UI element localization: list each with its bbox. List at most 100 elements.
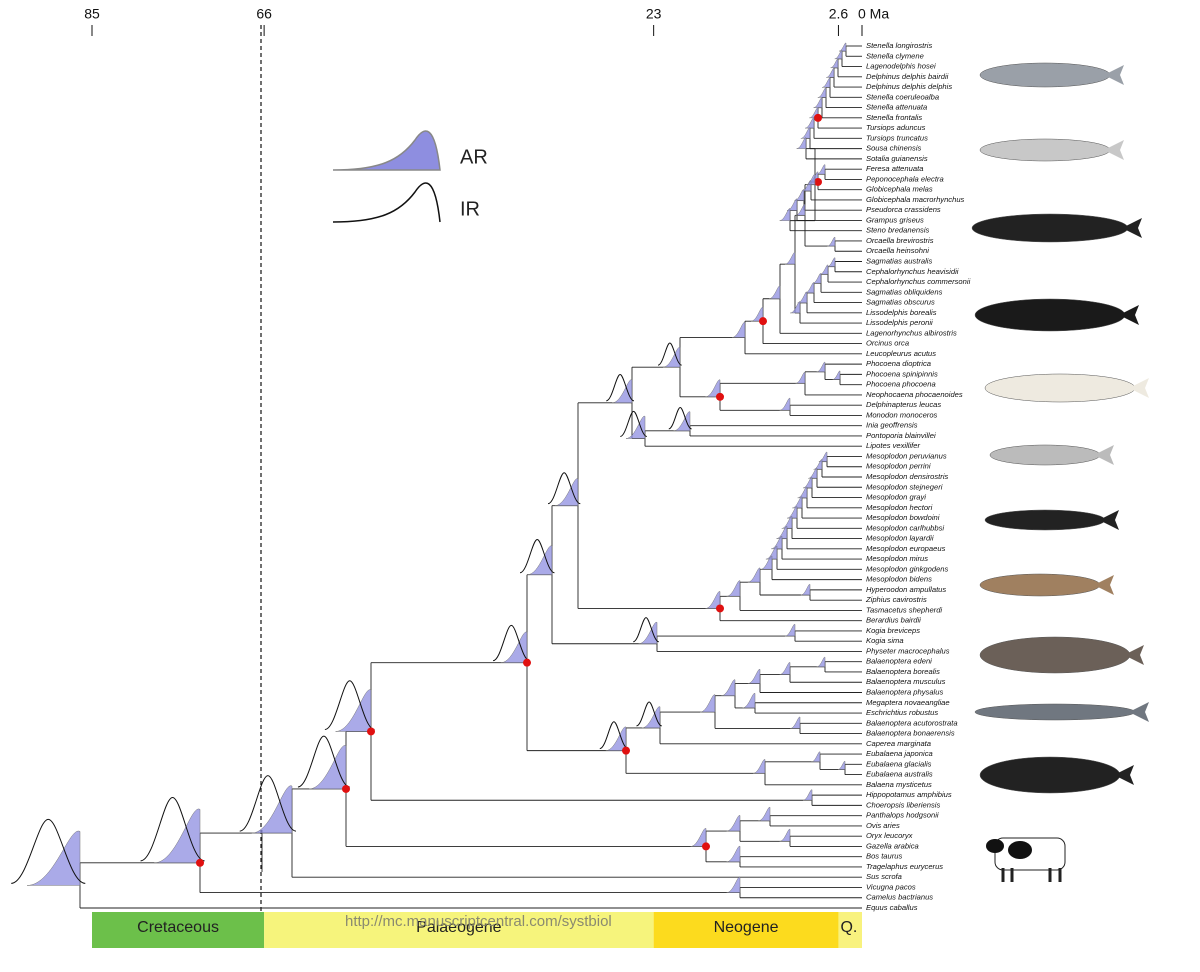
period-label: Cretaceous (137, 919, 219, 936)
ar-density (813, 97, 823, 108)
ar-density (813, 459, 823, 470)
ar-density (830, 58, 839, 69)
period-band (838, 912, 862, 948)
species-label: Cephalorhynchus commersonii (866, 277, 971, 286)
cow-spot (1008, 841, 1032, 859)
cow-head (986, 839, 1004, 853)
species-label: Pontoporia blainvillei (866, 431, 936, 440)
species-label: Lissodelphis peronii (866, 318, 933, 327)
ar-density (673, 411, 691, 432)
ar-density (808, 467, 818, 479)
animal-tail (1122, 218, 1142, 238)
species-label: Mesoplodon grayi (866, 493, 926, 502)
ar-density (795, 204, 806, 216)
species-label: Lagenorhynchus albirostris (866, 328, 957, 337)
ar-density (742, 693, 756, 709)
species-label: Tursiops truncatus (866, 133, 928, 142)
species-label: Mesoplodon bowdoini (866, 513, 940, 522)
animal-tail (1129, 702, 1149, 722)
species-label: Camelus bactrianus (866, 893, 933, 902)
species-label: Stenella attenuata (866, 103, 927, 112)
ar-density (638, 622, 658, 645)
ar-density (251, 785, 293, 834)
ar-density (787, 506, 798, 519)
species-label: Grampus griseus (866, 215, 924, 224)
species-label: Lissodelphis borealis (866, 308, 937, 317)
species-label: Tragelaphus eurycerus (866, 862, 943, 871)
ar-density (819, 264, 829, 275)
animal-tail (1094, 575, 1114, 595)
ar-density (806, 174, 816, 185)
species-label: Stenella clymene (866, 51, 924, 60)
ar-density (726, 845, 741, 863)
legend-label: IR (460, 198, 480, 220)
species-label: Orcaella heinsohni (866, 246, 929, 255)
ar-density (154, 809, 201, 864)
densities (11, 42, 847, 893)
ar-density (554, 478, 579, 506)
ar-density (758, 807, 771, 822)
ar-density (641, 706, 661, 729)
ir-density (519, 539, 555, 574)
ar-density (765, 545, 778, 560)
tick-label: 2.6 (829, 6, 849, 22)
species-label: Mesoplodon mirus (866, 554, 928, 563)
tick-label: 0 Ma (858, 6, 889, 22)
species-label: Mesoplodon perrini (866, 462, 931, 471)
ar-density (816, 361, 826, 373)
calibration-dot (342, 784, 350, 793)
ir-density (11, 818, 86, 884)
ar-density (794, 189, 805, 201)
calibration-dot (716, 604, 724, 613)
species-label: Eubalaena glacialis (866, 759, 932, 768)
species-label: Balaenoptera borealis (866, 667, 940, 676)
watermark: http://mc.manuscriptcentral.com/systbiol (345, 913, 612, 930)
ar-density (800, 127, 811, 139)
calibration-dot (716, 392, 724, 401)
species-label: Balaenoptera bonaerensis (866, 729, 955, 738)
ir-density (547, 472, 581, 505)
ar-density (335, 689, 372, 732)
ir-density (239, 775, 297, 832)
species-label: Orcinus orca (866, 339, 909, 348)
ar-density (837, 760, 846, 770)
species-label: Lipotes vexillifer (866, 441, 920, 450)
species-label: Gazella arabica (866, 841, 919, 850)
ar-density (832, 370, 841, 380)
tick-label: 85 (84, 6, 100, 22)
ar-density (527, 545, 553, 575)
species-label: Phocoena phocoena (866, 380, 936, 389)
species-label: Peponocephala electra (866, 174, 944, 183)
animal-body (979, 138, 1111, 162)
ar-density (705, 591, 721, 609)
species-label: Choeropsis liberiensis (866, 800, 940, 809)
species-label: Mesoplodon europaeus (866, 544, 946, 553)
ar-density (827, 257, 836, 267)
ar-density (779, 397, 791, 411)
ar-density (726, 815, 741, 832)
period-label: Neogene (714, 919, 779, 936)
ar-density (753, 759, 766, 774)
species-label: Hyperoodon ampullatus (866, 585, 946, 594)
legend-label: AR (460, 146, 488, 168)
species-label: Feresa attenuata (866, 164, 923, 173)
ar-density (781, 516, 793, 529)
period-band (653, 912, 839, 948)
species-label: Delphinus delphis delphis (866, 82, 952, 91)
species-label: Delphinapterus leucas (866, 400, 941, 409)
ar-density (790, 716, 801, 729)
ar-density (605, 726, 627, 751)
period-band (92, 912, 265, 948)
ar-density (721, 679, 736, 696)
calibration-dot (814, 113, 822, 122)
ir-density (492, 624, 530, 662)
ar-density (834, 50, 843, 60)
ar-density (27, 831, 81, 886)
animal-body (979, 573, 1101, 597)
animal-body (979, 62, 1111, 88)
species-label: Panthalops hodgsonii (866, 811, 939, 820)
calibration-dot (367, 727, 375, 736)
species-label: Sotalia guianensis (866, 154, 928, 163)
ar-density (822, 77, 831, 88)
ar-density (817, 87, 827, 98)
